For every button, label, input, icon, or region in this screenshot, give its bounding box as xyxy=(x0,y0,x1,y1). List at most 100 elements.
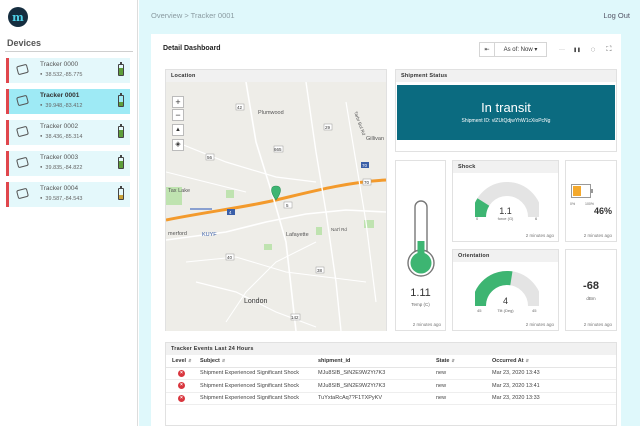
battery-min: 0% xyxy=(570,202,576,206)
shock-card: Shock 1.1 force (G) 0 6 2 minutes ago xyxy=(452,160,559,242)
shipment-status-card: Shipment Status In transit Shipment ID: … xyxy=(395,69,617,152)
breadcrumb[interactable]: Overview > Tracker 0001 xyxy=(151,11,235,20)
dashboard-title: Detail Dashboard xyxy=(163,45,221,52)
map-label: Nat'l Rd xyxy=(331,227,347,232)
time-back-button[interactable]: ⇤ xyxy=(479,42,495,57)
signal-card: -68 dBm 2 minutes ago xyxy=(565,249,617,331)
logout-link[interactable]: Log Out xyxy=(603,11,630,20)
table-row[interactable]: × Shipment Experienced Significant Shock… xyxy=(166,379,616,393)
shipment-status-value: In transit xyxy=(481,100,531,115)
main-area: Overview > Tracker 0001 Log Out Detail D… xyxy=(139,0,640,426)
battery-icon xyxy=(118,62,124,76)
updated-time: 2 minutes ago xyxy=(525,322,554,327)
tracker-location-pin[interactable] xyxy=(271,185,281,201)
orientation-gauge xyxy=(475,271,539,307)
battery-icon xyxy=(118,186,124,200)
tracker-item-0003[interactable]: Tracker 0003 39.835,-84.822 xyxy=(6,151,130,176)
refresh-icon[interactable]: ◌ xyxy=(586,42,600,57)
tracker-name: Tracker 0002 xyxy=(40,123,79,130)
map-label: London xyxy=(244,298,267,305)
error-icon: × xyxy=(178,382,185,390)
map-label: Plumwood xyxy=(258,110,284,116)
updated-time: 2 minutes ago xyxy=(581,141,610,146)
sidebar: m Devices Tracker 0000 38.532,-85.775 Tr… xyxy=(0,0,138,426)
shock-min: 0 xyxy=(476,216,479,221)
event-state: new xyxy=(430,367,486,380)
app-logo[interactable]: m xyxy=(8,7,28,27)
shipment-status-title: Shipment Status xyxy=(396,70,616,82)
column-header[interactable]: Level ⇵ xyxy=(166,355,194,368)
table-row[interactable]: × Shipment Experienced Significant Shock… xyxy=(166,392,616,405)
tracker-name: Tracker 0001 xyxy=(40,92,80,99)
event-subject: Shipment Experienced Significant Shock xyxy=(194,379,312,393)
shock-title: Shock xyxy=(453,161,558,173)
event-subject: Shipment Experienced Significant Shock xyxy=(194,392,312,405)
updated-time: 2 minutes ago xyxy=(583,322,612,327)
orientation-title: Orientation xyxy=(453,250,558,262)
location-card: Location Plumwood xyxy=(165,69,387,331)
shock-value: 1.1 xyxy=(499,206,512,216)
event-state: new xyxy=(430,379,486,393)
route-marker: 4 xyxy=(229,210,232,215)
device-icon xyxy=(16,63,29,76)
map-label: KUYF xyxy=(202,232,217,238)
event-time: Mar 23, 2020 13:41 xyxy=(486,379,616,393)
route-marker: 70 xyxy=(362,163,368,168)
tracker-name: Tracker 0004 xyxy=(40,185,79,192)
route-marker: 5 xyxy=(286,203,289,208)
dashboard-panel: Detail Dashboard ⇤ As of: Now ▾ ··· ❚❚ ◌… xyxy=(151,34,621,426)
tracker-name: Tracker 0000 xyxy=(40,61,79,68)
zoom-in-button[interactable]: + xyxy=(172,96,184,108)
tracker-item-0001[interactable]: Tracker 0001 39.948,-83.412 xyxy=(6,89,130,114)
map-label: Gillivan xyxy=(366,136,384,142)
more-icon[interactable]: ··· xyxy=(555,42,569,57)
updated-time: 2 minutes ago xyxy=(583,233,612,238)
event-shipment-id: MJu8SIB_SiN2E9W2Yt7K3 xyxy=(312,367,430,380)
zoom-out-button[interactable]: − xyxy=(172,109,184,121)
event-shipment-id: MJu8SIB_SiN2E9W2Yt7K3 xyxy=(312,379,430,393)
error-icon: × xyxy=(178,369,185,377)
devices-title: Devices xyxy=(7,38,42,48)
error-icon: × xyxy=(178,394,185,402)
tracker-coords: 38.532,-85.775 xyxy=(40,71,82,78)
logo-letter: m xyxy=(12,10,24,24)
orientation-min: 45 xyxy=(477,308,482,313)
temperature-value: 1.11 xyxy=(410,287,431,299)
orientation-value: 4 xyxy=(502,296,508,306)
route-marker: 38 xyxy=(317,268,323,273)
device-icon xyxy=(16,187,29,200)
map[interactable]: Plumwood Gillivan Lafayette London Tax L… xyxy=(166,82,386,331)
tracker-coords: 39.835,-84.822 xyxy=(40,164,82,171)
orientation-label: Tilt (Deg) xyxy=(497,308,514,313)
tracker-coords: 39.948,-83.412 xyxy=(40,102,82,109)
device-icon xyxy=(16,156,29,169)
tracker-item-0000[interactable]: Tracker 0000 38.532,-85.775 xyxy=(6,58,130,83)
event-shipment-id: TuYxtaRcAq7?F1TXPyKV xyxy=(312,392,430,405)
events-title: Tracker Events Last 24 Hours xyxy=(166,343,616,355)
table-row[interactable]: × Shipment Experienced Significant Shock… xyxy=(166,367,616,380)
battery-max: 100% xyxy=(585,202,594,206)
map-label: Tax Lake xyxy=(168,188,190,194)
column-header[interactable]: State ⇵ xyxy=(430,355,486,368)
tracker-item-0004[interactable]: Tracker 0004 39.587,-84.543 xyxy=(6,182,130,207)
shock-label: force (G) xyxy=(497,216,514,221)
event-state: new xyxy=(430,392,486,405)
pause-icon[interactable]: ❚❚ xyxy=(570,42,584,57)
battery-icon xyxy=(118,124,124,138)
column-header[interactable]: Occurred At ⇵ xyxy=(486,355,616,368)
signal-unit: dBm xyxy=(586,296,596,301)
column-header[interactable]: Subject ⇵ xyxy=(194,355,312,368)
layers-icon[interactable]: ◈ xyxy=(172,139,184,151)
temperature-card: 1.11 Temp (C) 2 minutes ago xyxy=(395,160,446,331)
updated-time: 2 minutes ago xyxy=(412,322,441,327)
column-header[interactable]: shipment_id xyxy=(312,355,430,368)
as-of-dropdown[interactable]: As of: Now ▾ xyxy=(495,42,547,57)
tracker-item-0002[interactable]: Tracker 0002 38.436,-85.314 xyxy=(6,120,130,145)
device-icon xyxy=(16,94,29,107)
dashboard-toolbar: ⇤ As of: Now ▾ xyxy=(479,42,547,57)
battery-icon xyxy=(118,93,124,107)
fullscreen-icon[interactable]: ⛶ xyxy=(602,42,616,57)
orientation-card: Orientation 4 Tilt (Deg) 45 45 2 minutes… xyxy=(452,249,559,331)
compass-icon[interactable]: ▲ xyxy=(172,124,184,136)
battery-icon xyxy=(118,155,124,169)
